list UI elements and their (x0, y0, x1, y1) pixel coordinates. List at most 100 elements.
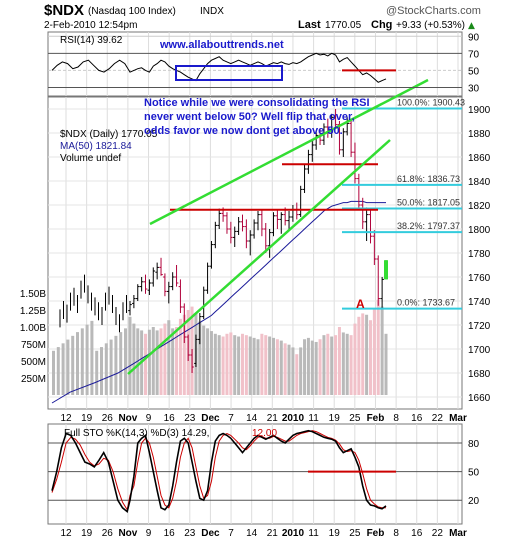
price-y-tick: 1880 (468, 129, 491, 140)
volume-bar (330, 336, 334, 395)
price-y-tick: 1860 (468, 153, 491, 164)
volume-bar-early (76, 332, 79, 395)
price-y-tick: 1840 (468, 177, 491, 188)
x-tick-label: 8 (393, 413, 399, 424)
volume-bar (376, 299, 380, 395)
x-tick-label-lower: 8 (393, 528, 399, 539)
x-tick-label: 14 (246, 413, 258, 424)
volume-bar (202, 325, 206, 395)
chg-value: +9.33 (+0.53%) (396, 20, 465, 31)
x-tick-label-lower: 23 (184, 528, 196, 539)
x-tick-label: 19 (81, 413, 93, 424)
volume-bar-early (119, 332, 123, 395)
fib-level-label: 100.0%: 1900.43 (397, 97, 465, 107)
x-tick-label: 12 (60, 413, 72, 424)
volume-bar (155, 330, 159, 395)
chart-datetime: 2-Feb-2010 12:54pm (44, 20, 137, 31)
x-tick-label-lower: 21 (267, 528, 279, 539)
volume-bar (256, 339, 260, 395)
fib-level-label: 0.0%: 1733.67 (397, 298, 455, 308)
x-tick-label-lower: 26 (102, 528, 114, 539)
volume-bar (341, 332, 345, 395)
x-tick-label-lower: 7 (228, 528, 234, 539)
volume-bar-early (95, 350, 99, 395)
chg-up-arrow-icon: ▲ (468, 21, 475, 31)
sto-panel-frame (47, 423, 463, 525)
x-tick-label-lower: 11 (308, 528, 319, 539)
volume-bar (147, 329, 151, 395)
x-tick-label-lower: 25 (349, 528, 361, 539)
x-tick-label-lower: 14 (246, 528, 258, 539)
rsi-line (51, 52, 387, 83)
x-tick-label: Mar (449, 413, 467, 424)
volume-bar-early (80, 328, 84, 395)
volume-bar (365, 314, 369, 395)
volume-y-tick: 750M (21, 340, 46, 351)
volume-bar-early (124, 328, 127, 395)
volume-y-tick: 1.25B (20, 306, 46, 317)
sto-legend: Full STO %K(14,3) %D(3) 14.29, (64, 428, 209, 439)
x-tick-label: Feb (367, 413, 385, 424)
x-tick-label: Nov (118, 413, 137, 424)
fib-level-label: 50.0%: 1817.05 (397, 198, 460, 208)
upper-trendline (149, 78, 429, 226)
price-y-tick: 1760 (468, 273, 491, 284)
volume-bar (314, 341, 318, 395)
rsi-y-tick: 50 (468, 66, 480, 77)
x-tick-label-lower: 19 (81, 528, 93, 539)
rsi-y-tick: 90 (468, 32, 480, 43)
price-y-tick: 1780 (468, 249, 491, 260)
volume-bar-early (61, 343, 65, 395)
price-legend-volume: Volume undef (60, 153, 121, 164)
x-tick-label-lower: 19 (329, 528, 341, 539)
volume-bar-early (104, 343, 108, 395)
lower-trendline (127, 139, 391, 375)
volume-bar (361, 313, 365, 395)
x-tick-label-lower: Dec (201, 528, 220, 539)
volume-bar (306, 337, 310, 395)
x-tick-label-lower: 16 (411, 528, 423, 539)
price-y-tick: 1900 (468, 105, 491, 116)
volume-bar-early (90, 320, 94, 395)
volume-bar (384, 333, 388, 395)
volume-bar (136, 328, 140, 395)
volume-bar (233, 335, 237, 395)
volume-bar (209, 331, 213, 395)
x-tick-label: 16 (164, 413, 176, 424)
volume-bar (380, 306, 384, 395)
volume-bar-early (85, 324, 89, 395)
volume-bar (151, 327, 155, 395)
x-tick-label-lower: Feb (367, 528, 385, 539)
rsi-panel-frame (47, 31, 463, 97)
volume-bar (310, 340, 314, 395)
volume-y-tick: 250M (21, 374, 46, 385)
x-tick-label: 23 (184, 413, 196, 424)
volume-bar-early (56, 347, 60, 395)
volume-bar-early (100, 347, 103, 395)
volume-bar (334, 335, 338, 395)
volume-bar (260, 333, 264, 395)
x-tick-label-lower: 2010 (282, 528, 305, 539)
volume-bar (248, 336, 252, 395)
x-tick-label: 21 (267, 413, 279, 424)
price-y-tick: 1660 (468, 393, 491, 404)
x-tick-label: 9 (146, 413, 152, 424)
ma50-line (51, 200, 386, 404)
chart-name: (Nasdaq 100 Index) (88, 6, 176, 17)
sto-y-tick: 80 (468, 439, 480, 450)
volume-bar (132, 323, 136, 395)
rsi-legend: RSI(14) 39.62 (60, 35, 123, 46)
volume-bar (240, 333, 244, 395)
rsi-y-tick: 70 (468, 49, 480, 60)
rsi-annotation-note: Notice while we were consolidating the R… (144, 97, 370, 137)
price-y-tick: 1740 (468, 297, 491, 308)
x-tick-label: 26 (102, 413, 114, 424)
volume-bar-early (52, 350, 55, 395)
sto-y-tick: 50 (468, 468, 480, 479)
volume-bar (159, 328, 163, 395)
volume-bar (144, 333, 148, 395)
volume-bar (275, 339, 279, 395)
volume-bar (128, 316, 132, 395)
chart-symbol: $NDX (44, 2, 84, 19)
volume-bar (337, 327, 341, 395)
